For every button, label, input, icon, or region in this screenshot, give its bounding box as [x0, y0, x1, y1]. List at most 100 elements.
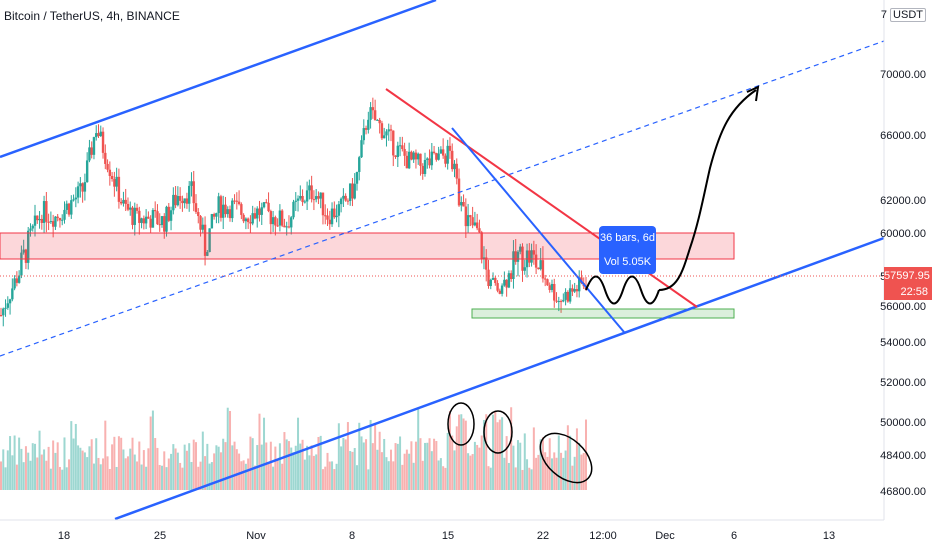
- volume-bar: [419, 438, 422, 490]
- volume-bar: [278, 443, 281, 490]
- volume-bar: [448, 410, 451, 490]
- volume-circle-2[interactable]: [483, 410, 513, 454]
- candle-body: [534, 254, 538, 268]
- volume-bar: [151, 410, 154, 490]
- candle-body: [51, 221, 55, 227]
- volume-bar: [365, 439, 368, 490]
- volume-bar: [20, 448, 23, 490]
- volume-bar: [226, 407, 229, 490]
- volume-bar: [274, 446, 277, 490]
- volume-bar: [138, 441, 141, 490]
- candle-body: [451, 150, 454, 170]
- candle-body: [74, 197, 78, 200]
- candle-body: [426, 158, 429, 160]
- time-tick-label: 22: [537, 530, 549, 542]
- volume-bar: [310, 445, 313, 490]
- currency-label[interactable]: 7 USDT: [881, 8, 926, 22]
- candle-body: [140, 218, 143, 223]
- volume-bar: [569, 435, 572, 490]
- volume-bar: [528, 467, 531, 490]
- projection-wave[interactable]: [585, 275, 660, 305]
- candle-body: [509, 273, 513, 280]
- volume-bar: [287, 441, 290, 490]
- candle-body: [423, 159, 427, 174]
- candle-body: [539, 260, 542, 270]
- candle-body: [169, 210, 173, 221]
- volume-bar: [571, 465, 574, 490]
- candle-body: [20, 252, 23, 276]
- candle-body: [532, 250, 536, 255]
- candle-body: [485, 257, 488, 270]
- volume-bar: [512, 445, 515, 490]
- projection-arrow-path[interactable]: [658, 89, 757, 291]
- candle-body: [435, 152, 438, 160]
- candle-body: [36, 215, 39, 221]
- candle-body: [398, 145, 402, 147]
- volume-circle-1[interactable]: [447, 402, 475, 446]
- candle-body: [95, 133, 98, 138]
- candle-body: [362, 128, 365, 141]
- volume-bar: [170, 453, 173, 490]
- candle-body: [274, 217, 277, 226]
- candle-body: [228, 209, 232, 219]
- candle-body: [505, 279, 508, 288]
- candle-body: [24, 249, 28, 263]
- candle-body: [348, 183, 352, 201]
- volume-bar: [455, 426, 458, 490]
- candle-body: [110, 175, 114, 180]
- volume-bar: [106, 456, 109, 490]
- candle-body: [149, 218, 152, 228]
- volume-bar: [77, 445, 80, 490]
- volume-bar: [233, 441, 236, 490]
- volume-bar: [111, 444, 114, 490]
- candle-body: [101, 131, 105, 153]
- resistance-trendline[interactable]: [385, 88, 698, 308]
- volume-bar: [217, 446, 220, 490]
- candle-body: [38, 218, 41, 221]
- candle-body: [496, 283, 499, 291]
- volume-bar: [65, 467, 68, 490]
- candle-body: [475, 222, 479, 229]
- candle-body: [448, 145, 452, 151]
- candle-body: [303, 201, 307, 203]
- candle-body: [321, 192, 325, 216]
- volume-bar: [247, 458, 250, 490]
- volume-circle-3[interactable]: [531, 424, 601, 492]
- volume-bar: [265, 442, 268, 490]
- candle-body: [258, 208, 261, 215]
- channel-lower-line[interactable]: [114, 236, 885, 521]
- volume-bar: [192, 439, 195, 490]
- volume-bar: [331, 461, 334, 490]
- volume-bar: [346, 422, 349, 490]
- volume-bar: [133, 454, 136, 490]
- volume-bar: [562, 457, 565, 490]
- candle-body: [464, 206, 468, 227]
- channel-upper-line[interactable]: [0, 0, 437, 159]
- volume-bar: [183, 444, 186, 490]
- channel-mid-line[interactable]: [0, 40, 885, 357]
- candle-body: [210, 214, 214, 229]
- volume-bar: [40, 454, 43, 490]
- candle-body: [244, 218, 248, 222]
- volume-bar: [263, 417, 266, 490]
- candle-body: [507, 273, 511, 288]
- candle-body: [219, 196, 223, 218]
- volume-bar: [272, 466, 275, 490]
- volume-bar: [201, 431, 204, 490]
- volume-bar: [333, 469, 336, 490]
- support-zone[interactable]: [471, 308, 735, 319]
- volume-bar: [253, 465, 256, 490]
- volume-bar: [115, 466, 118, 490]
- volume-bar: [353, 448, 356, 490]
- volume-bar: [92, 463, 95, 490]
- time-axis[interactable]: 18 25 Nov 8 15 22 12:00 Dec 6 13: [58, 530, 835, 542]
- steep-trendline[interactable]: [451, 127, 625, 333]
- candle-body: [197, 212, 200, 217]
- candle-body: [269, 211, 273, 225]
- candle-body: [63, 209, 66, 220]
- candle-body: [491, 277, 495, 280]
- volume-bar: [147, 448, 150, 490]
- volume-bar: [326, 452, 329, 490]
